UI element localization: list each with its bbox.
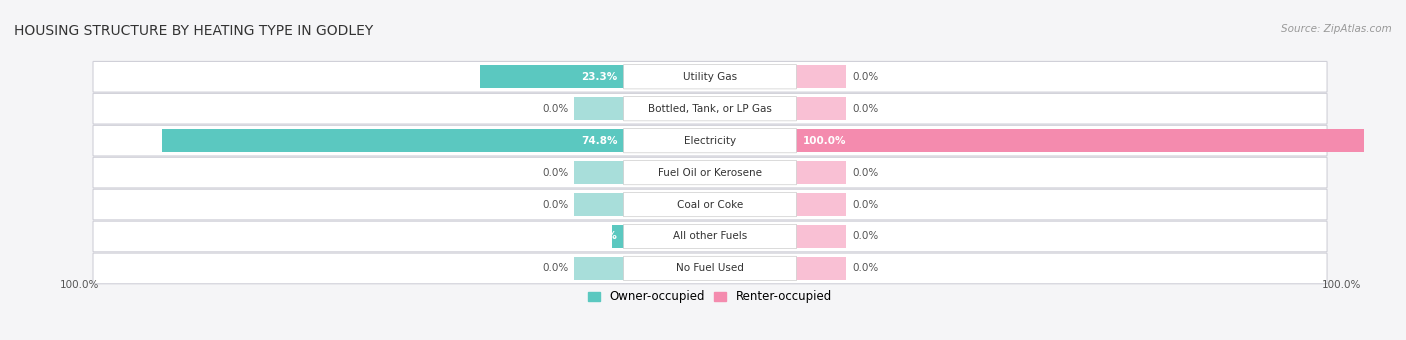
Bar [796, 129, 1406, 152]
FancyBboxPatch shape [93, 189, 1327, 220]
Legend: Owner-occupied, Renter-occupied: Owner-occupied, Renter-occupied [586, 288, 834, 306]
Text: 100.0%: 100.0% [803, 136, 846, 146]
Bar [574, 161, 624, 184]
Text: Bottled, Tank, or LP Gas: Bottled, Tank, or LP Gas [648, 104, 772, 114]
Text: 0.0%: 0.0% [852, 232, 879, 241]
Bar [574, 193, 624, 216]
FancyBboxPatch shape [623, 224, 797, 249]
Text: All other Fuels: All other Fuels [673, 232, 747, 241]
Text: 74.8%: 74.8% [581, 136, 617, 146]
Text: 0.0%: 0.0% [852, 264, 879, 273]
Text: 1.9%: 1.9% [589, 232, 617, 241]
FancyBboxPatch shape [623, 65, 797, 89]
FancyBboxPatch shape [623, 192, 797, 217]
Text: 0.0%: 0.0% [852, 72, 879, 82]
Text: 100.0%: 100.0% [59, 280, 98, 290]
Text: 0.0%: 0.0% [852, 168, 879, 177]
FancyBboxPatch shape [93, 253, 1327, 284]
Bar [162, 129, 624, 152]
FancyBboxPatch shape [93, 221, 1327, 252]
FancyBboxPatch shape [623, 129, 797, 153]
FancyBboxPatch shape [623, 160, 797, 185]
Text: Coal or Coke: Coal or Coke [676, 200, 744, 209]
Text: Electricity: Electricity [683, 136, 737, 146]
FancyBboxPatch shape [93, 94, 1327, 124]
FancyBboxPatch shape [93, 157, 1327, 188]
Text: 23.3%: 23.3% [581, 72, 617, 82]
Bar [574, 257, 624, 280]
Text: 0.0%: 0.0% [541, 200, 568, 209]
Bar [796, 161, 846, 184]
Text: 100.0%: 100.0% [1322, 280, 1361, 290]
Text: HOUSING STRUCTURE BY HEATING TYPE IN GODLEY: HOUSING STRUCTURE BY HEATING TYPE IN GOD… [14, 24, 374, 38]
Text: 0.0%: 0.0% [541, 104, 568, 114]
Bar [796, 225, 846, 248]
Bar [796, 97, 846, 120]
FancyBboxPatch shape [93, 125, 1327, 156]
Bar [796, 65, 846, 88]
Text: Source: ZipAtlas.com: Source: ZipAtlas.com [1281, 24, 1392, 34]
Text: 0.0%: 0.0% [541, 264, 568, 273]
Bar [574, 97, 624, 120]
FancyBboxPatch shape [93, 62, 1327, 92]
Text: Fuel Oil or Kerosene: Fuel Oil or Kerosene [658, 168, 762, 177]
Text: No Fuel Used: No Fuel Used [676, 264, 744, 273]
Text: 0.0%: 0.0% [541, 168, 568, 177]
FancyBboxPatch shape [623, 256, 797, 280]
Text: Utility Gas: Utility Gas [683, 72, 737, 82]
FancyBboxPatch shape [623, 97, 797, 121]
Bar [796, 193, 846, 216]
Text: 0.0%: 0.0% [852, 104, 879, 114]
Text: 0.0%: 0.0% [852, 200, 879, 209]
Bar [796, 257, 846, 280]
Bar [479, 65, 624, 88]
Bar [612, 225, 624, 248]
